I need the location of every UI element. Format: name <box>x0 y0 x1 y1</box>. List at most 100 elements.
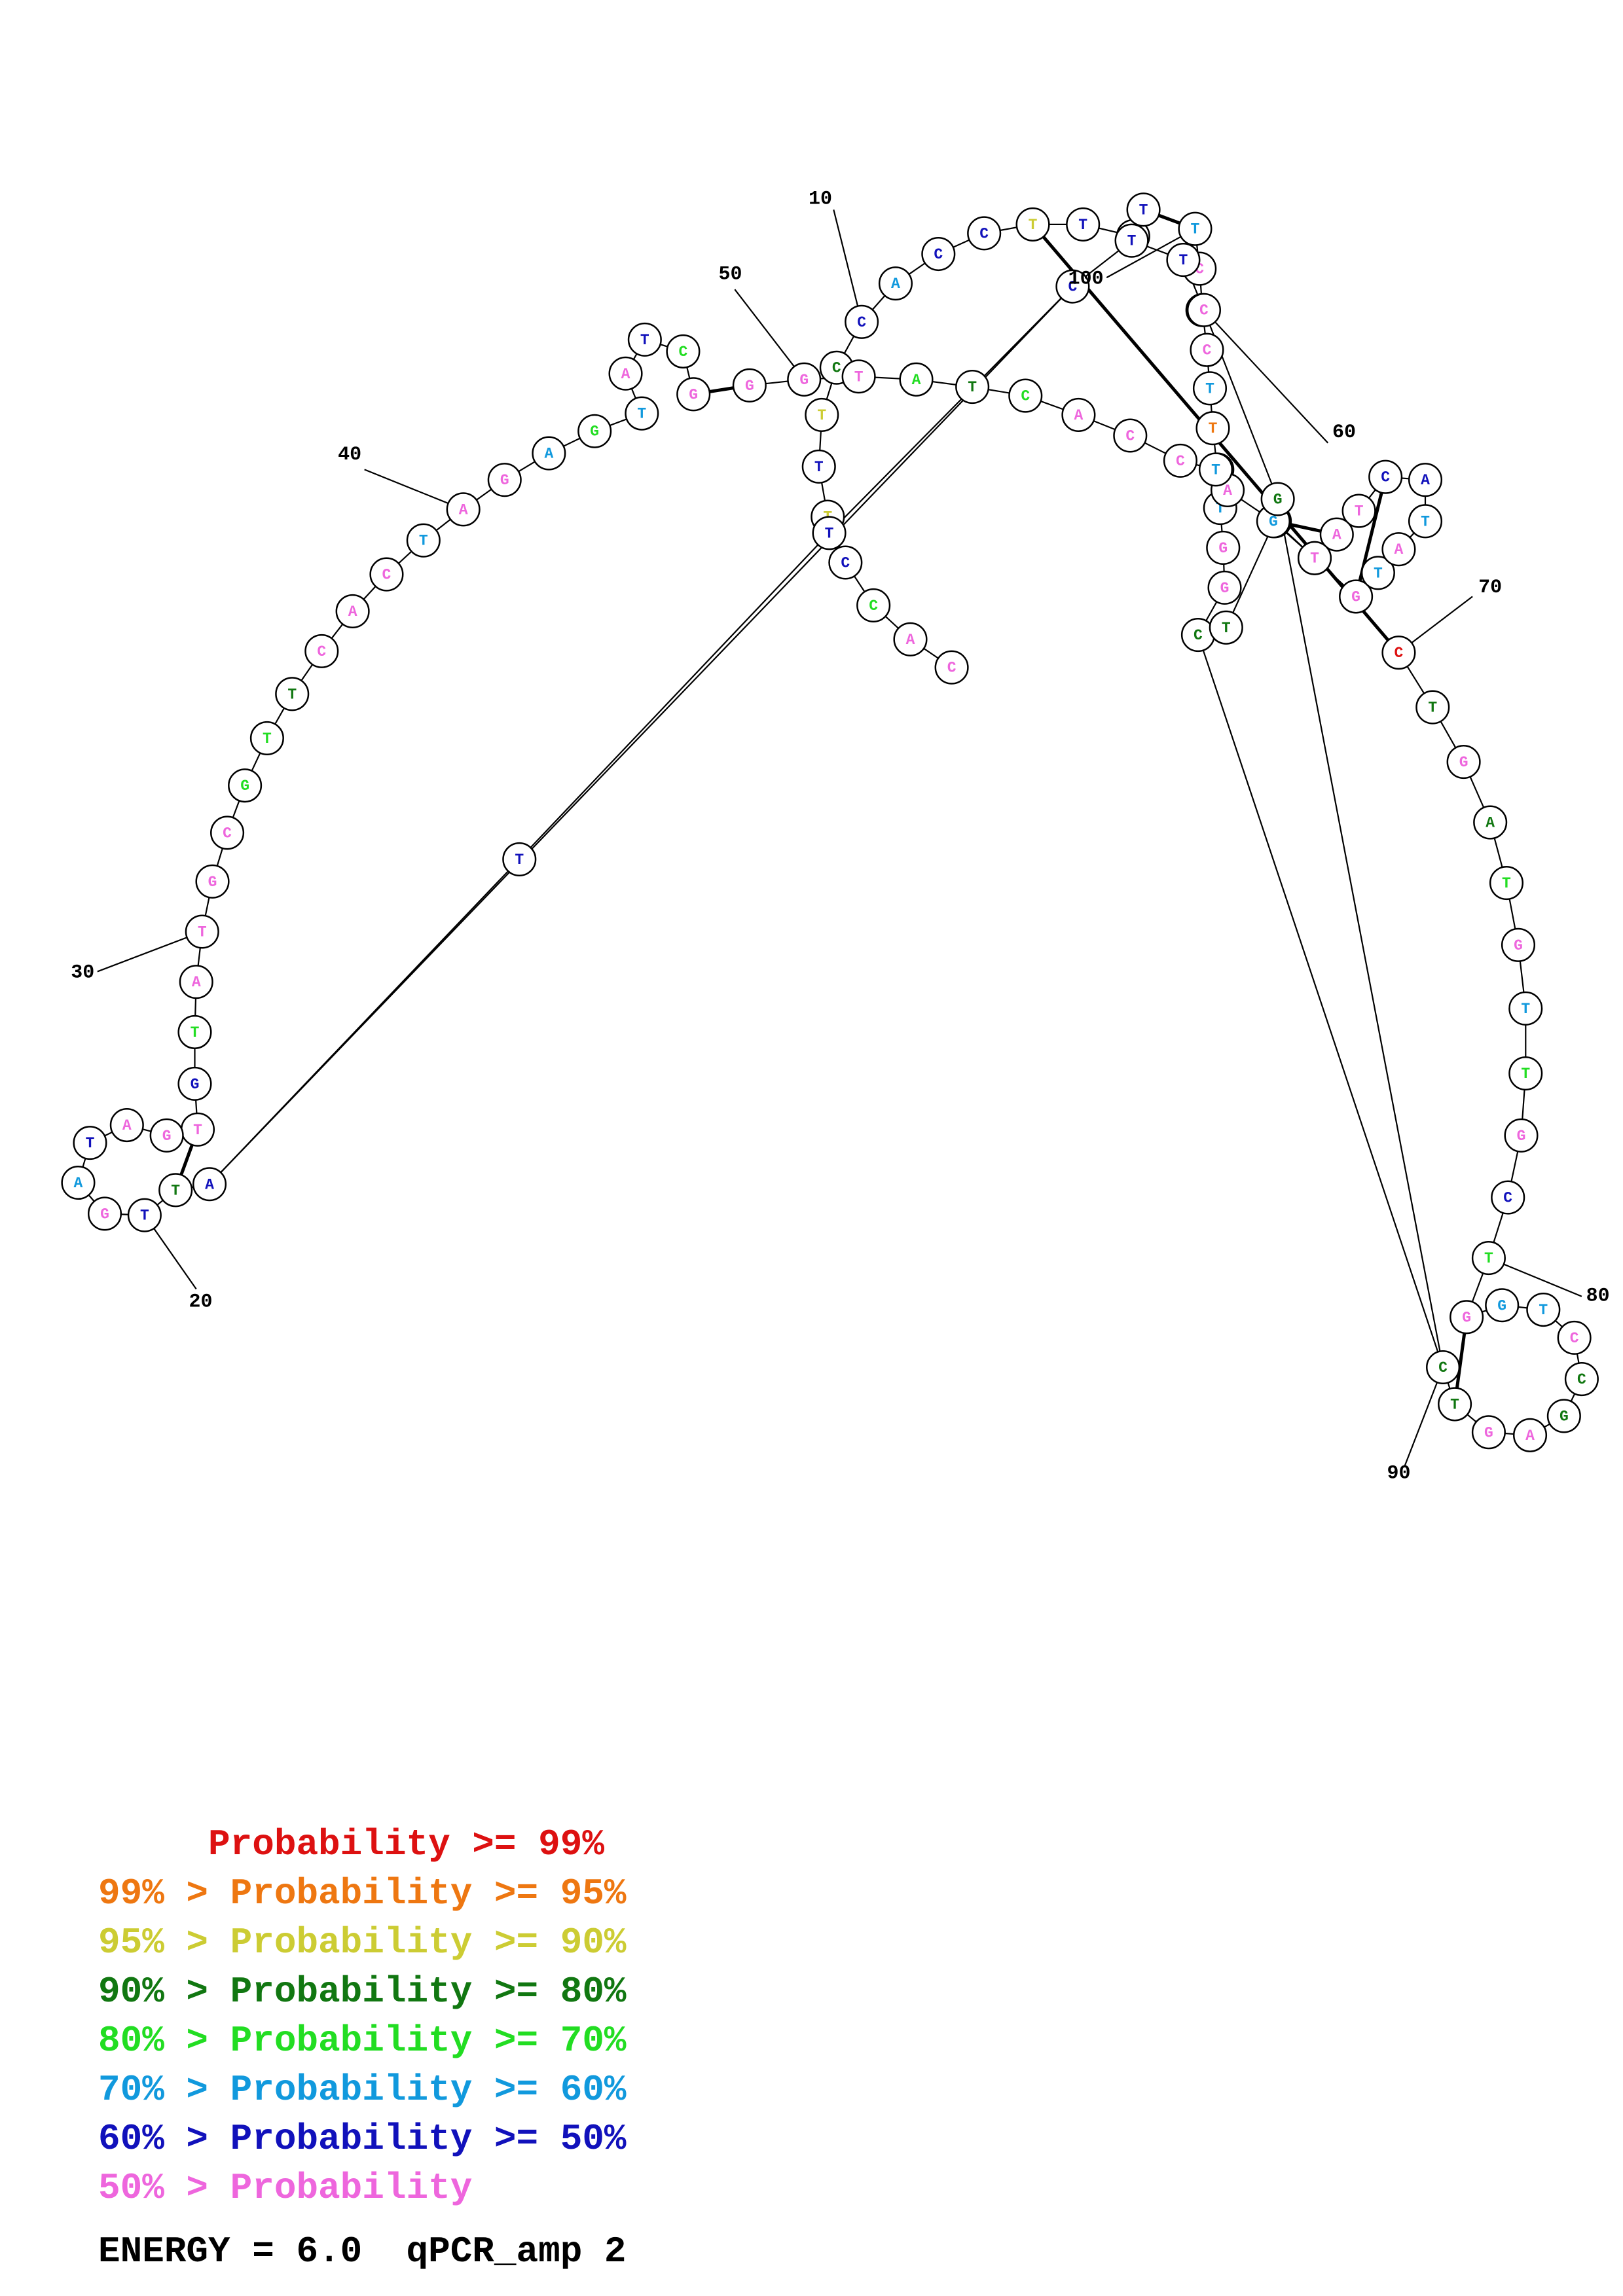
nucleotide-base: A <box>205 1176 214 1193</box>
nucleotide-99: G <box>1450 1300 1484 1335</box>
nucleotide-base: T <box>1222 620 1231 637</box>
nucleotide-22: T <box>1195 411 1230 446</box>
nucleotide-base: T <box>1179 252 1188 269</box>
position-label-70: 70 <box>1478 577 1502 599</box>
legend-entry-lt50: 50% > Probability <box>98 2167 473 2209</box>
long-connector <box>1197 634 1444 1368</box>
nucleotide-16: T <box>1126 192 1161 227</box>
nucleotide-39: T <box>1297 541 1332 575</box>
nucleotide-base: A <box>544 446 553 463</box>
nucleotide-base: C <box>841 555 850 572</box>
nucleotide-101: C <box>1491 1180 1525 1215</box>
nucleotide-25: G <box>1206 530 1241 565</box>
nucleotide-base: T <box>814 459 824 476</box>
nucleotide-base: G <box>1218 540 1228 557</box>
nucleotide-98: G <box>1485 1288 1520 1323</box>
nucleotide-base: A <box>348 603 357 620</box>
nucleotide-37: T <box>1341 493 1376 528</box>
nucleotide-52: G <box>676 377 711 412</box>
nucleotide-base: C <box>1068 279 1077 296</box>
nucleotide-base: G <box>1459 754 1468 771</box>
nucleotide-base: A <box>891 276 900 293</box>
nucleotide-67: G <box>228 768 263 803</box>
nucleotide-base: T <box>817 407 826 424</box>
nucleotide-47: T <box>955 370 990 404</box>
nucleotide-61: T <box>406 523 441 558</box>
nucleotide-76: A <box>109 1107 144 1143</box>
nucleotide-32: T <box>1360 556 1395 590</box>
nucleotide-35: A <box>1408 463 1443 497</box>
nucleotide-64: C <box>304 634 339 668</box>
nucleotide-62: C <box>369 557 404 592</box>
backbone <box>77 208 1583 1436</box>
position-leaders <box>97 209 1582 1467</box>
nucleotide-11: C <box>921 236 956 272</box>
position-label-20: 20 <box>189 1291 212 1314</box>
position-leader-line <box>734 289 805 380</box>
base-pair-bond <box>1354 476 1387 598</box>
nucleotide-base: T <box>1139 202 1148 219</box>
nucleotide-74: T <box>180 1112 215 1147</box>
position-label-50: 50 <box>719 264 742 286</box>
nucleotide-base: G <box>1273 492 1283 509</box>
nucleotide-base: C <box>1199 302 1209 319</box>
nucleotide-6: T <box>801 449 836 484</box>
nucleotide-70: T <box>185 914 219 949</box>
nucleotide-49: T <box>841 359 876 394</box>
nucleotide-9: C <box>845 304 879 339</box>
nucleotide-base: G <box>1559 1408 1569 1425</box>
nucleotide-10: A <box>878 266 913 301</box>
nucleotide-45: A <box>1061 397 1096 432</box>
nucleotide-base: A <box>1223 482 1232 499</box>
nucleotide-82: A <box>192 1167 227 1202</box>
nucleotide-base: G <box>191 1076 200 1093</box>
nucleotide-51: G <box>732 368 767 403</box>
legend-entry-95-99: 99% > Probability >= 95% <box>98 1873 627 1914</box>
nucleotide-base: G <box>100 1206 109 1223</box>
nucleotide-20: C <box>1190 332 1224 367</box>
nucleotide-89: G <box>1260 482 1295 516</box>
nucleotide-base: C <box>1438 1359 1448 1376</box>
nucleotide-base: T <box>263 730 272 747</box>
position-label-80: 80 <box>1586 1285 1610 1308</box>
nucleotide-base: C <box>1021 388 1030 405</box>
nucleotide-base: C <box>382 567 392 584</box>
nucleotide-2: A <box>893 622 928 656</box>
backbone-strand <box>77 208 1583 1436</box>
nucleotide-44: C <box>1113 418 1148 453</box>
nucleotide-base: G <box>1514 937 1523 954</box>
nucleotide-58: A <box>532 436 566 471</box>
nucleotide-87: T <box>1166 243 1201 278</box>
nucleotide-34: T <box>1408 504 1443 539</box>
nucleotide-base: C <box>979 225 989 242</box>
nucleotide-base: G <box>1220 580 1230 597</box>
nucleotide-base: G <box>208 874 217 891</box>
nucleotide-base: T <box>1205 380 1214 397</box>
nucleotide-36: C <box>1368 459 1403 494</box>
nucleotide-100: T <box>1471 1241 1506 1276</box>
nucleotide-21: T <box>1192 371 1228 406</box>
nucleotide-75: G <box>149 1118 184 1153</box>
nucleotide-base: A <box>1486 815 1495 832</box>
nucleotide-102: G <box>1504 1118 1539 1153</box>
nucleotide-85: C <box>1055 269 1090 304</box>
nucleotide-57: G <box>577 414 612 448</box>
nucleotide-53: C <box>666 334 701 368</box>
nucleotide-65: T <box>275 677 310 711</box>
nucleotide-base: C <box>1176 453 1185 470</box>
nucleotide-105: G <box>1501 927 1536 962</box>
nucleotide-59: G <box>487 463 522 497</box>
nucleotide-12: C <box>967 216 1002 251</box>
nucleotide-27: C <box>1180 618 1215 653</box>
nucleotide-55: A <box>608 356 643 391</box>
nucleotide-base: C <box>1577 1371 1586 1388</box>
nucleotide-83: T <box>502 842 537 877</box>
nucleotide-base: T <box>193 1122 202 1139</box>
nucleotide-base: T <box>640 332 649 349</box>
nucleotide-base: G <box>799 372 809 389</box>
nucleotide-base: T <box>1521 1001 1530 1018</box>
nucleotide-base: T <box>1211 461 1220 478</box>
nucleotide-60: A <box>446 492 481 527</box>
nucleotide-base: T <box>968 379 977 396</box>
nucleotide-1: C <box>934 650 969 685</box>
